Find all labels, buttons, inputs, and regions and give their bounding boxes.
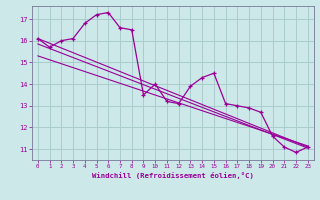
X-axis label: Windchill (Refroidissement éolien,°C): Windchill (Refroidissement éolien,°C) bbox=[92, 172, 254, 179]
